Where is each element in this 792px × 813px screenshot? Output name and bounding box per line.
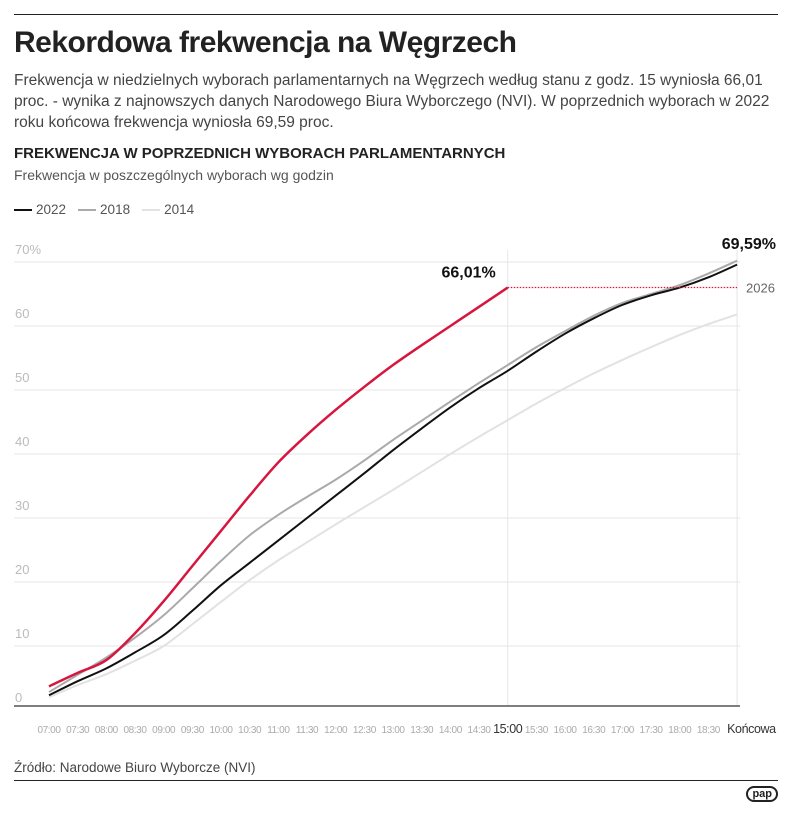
y-tick-label: 70% — [15, 242, 41, 257]
y-tick-label: 50 — [15, 370, 29, 385]
x-tick-label: 08:00 — [95, 725, 119, 736]
x-tick-label: 15:00 — [493, 722, 523, 736]
series-line-2018 — [48, 259, 738, 693]
legend-item-2014: 2014 — [142, 202, 194, 217]
x-tick-label: 17:30 — [640, 725, 664, 736]
y-tick-label: 30 — [15, 498, 29, 513]
lead-text: Frekwencja w niedzielnych wyborach parla… — [14, 72, 770, 131]
x-tick-label: 17:00 — [611, 725, 635, 736]
x-tick-label: 14:00 — [439, 725, 463, 736]
data-label-current: 66,01% — [441, 265, 495, 282]
legend-label: 2022 — [36, 202, 67, 217]
series-line-2022 — [48, 263, 738, 697]
legend-label: 2014 — [164, 202, 195, 217]
y-tick-label: 0 — [15, 690, 22, 705]
x-tick-label: 08:30 — [123, 725, 147, 736]
y-tick-label: 40 — [15, 434, 29, 449]
x-tick-label: 07:30 — [66, 725, 90, 736]
bottom-rule — [14, 780, 778, 781]
series-line-2014 — [48, 313, 738, 699]
x-tick-label: 15:30 — [525, 725, 549, 736]
x-tick-label: 18:00 — [668, 725, 692, 736]
x-tick-label: 12:30 — [353, 725, 377, 736]
x-tick-label: 09:00 — [152, 725, 176, 736]
x-tick-label: 13:30 — [410, 725, 434, 736]
source-note: Źródło: Narodowe Biuro Wyborcze (NVI) — [14, 760, 256, 775]
x-tick-label: 14:30 — [468, 725, 492, 736]
x-tick-label: 12:00 — [324, 725, 348, 736]
pap-logo: pap — [746, 786, 778, 802]
y-tick-label: 20 — [15, 562, 29, 577]
legend-swatch — [14, 209, 32, 212]
x-tick-label: Końcowa — [727, 722, 776, 736]
legend: 2022 2018 2014 — [14, 202, 194, 217]
page-title: Rekordowa frekwencja na Węgrzech — [14, 26, 517, 59]
data-label-final-2022: 69,59% — [722, 236, 776, 253]
legend-item-2018: 2018 — [78, 202, 130, 217]
top-rule — [14, 14, 778, 15]
legend-item-2022: 2022 — [14, 202, 66, 217]
y-tick-label: 60 — [15, 306, 29, 321]
x-tick-label: 07:00 — [37, 725, 61, 736]
chart-title: FREKWENCJA W POPRZEDNICH WYBORACH PARLAM… — [14, 145, 506, 162]
chart-subtitle: Frekwencja w poszczególnych wyborach wg … — [14, 167, 334, 183]
legend-swatch — [78, 209, 97, 212]
legend-swatch — [142, 209, 161, 212]
x-tick-label: 11:00 — [267, 725, 290, 736]
series-line-2026 — [48, 286, 509, 688]
x-tick-label: 10:00 — [210, 725, 234, 736]
x-tick-label: 16:00 — [554, 725, 578, 736]
x-tick-label: 18:30 — [697, 725, 721, 736]
x-tick-label: 13:00 — [382, 725, 406, 736]
y-tick-label: 10 — [15, 626, 29, 641]
legend-label: 2018 — [100, 202, 131, 217]
x-tick-label: 10:30 — [238, 725, 262, 736]
x-tick-label: 09:30 — [181, 725, 205, 736]
x-tick-label: 11:30 — [296, 725, 319, 736]
x-tick-label: 16:30 — [582, 725, 606, 736]
line-chart: 0 10 20 30 40 50 60 70% 07:00 07:30 08:00 08:30 09:0… — [14, 236, 777, 736]
reference-label: 2026 — [746, 281, 775, 296]
